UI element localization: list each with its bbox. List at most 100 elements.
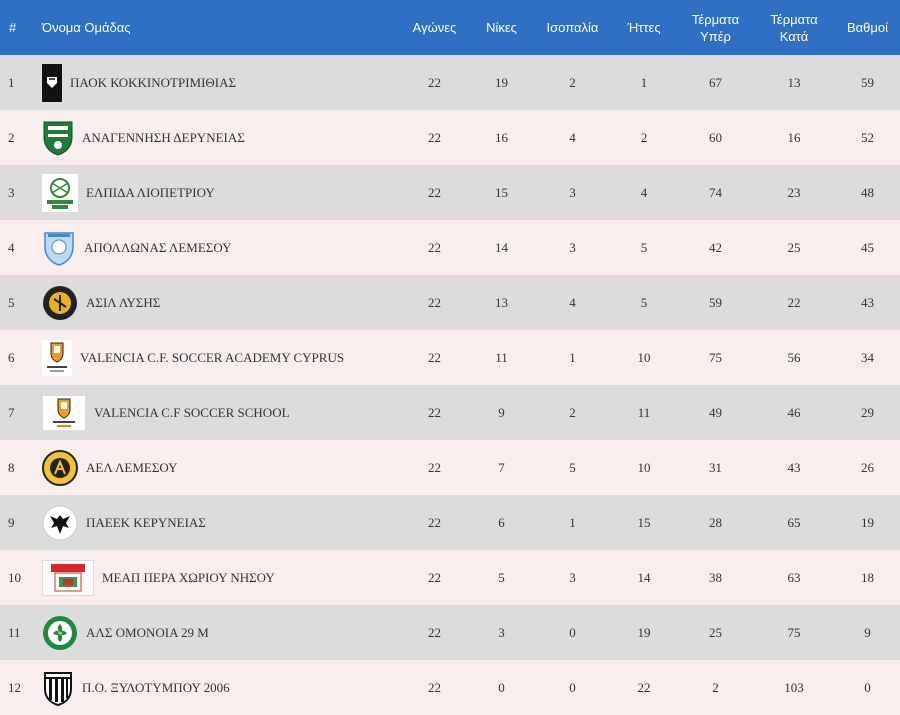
cell-team[interactable]: ΕΛΠΙΔΑ ΛΙΟΠΕΤΡΙΟΥ <box>36 165 401 220</box>
team-name[interactable]: ΑΕΛ ΛΕΜΕΣΟΥ <box>86 459 178 475</box>
cell-team[interactable]: ΑΕΛ ΛΕΜΕΣΟΥ <box>36 440 401 495</box>
header-goals-against-line2: Κατά <box>779 28 809 44</box>
table-row[interactable]: 10 ΜΕΑΠ ΠΕΡΑ ΧΩΡΙΟΥ ΝΗΣΟΥ 22 5 3 14 38 63 18 <box>0 550 900 605</box>
cell-losses: 22 <box>637 679 651 695</box>
cell-played: 22 <box>428 569 441 585</box>
cell-goals-against: 46 <box>787 404 801 420</box>
cell-losses: 10 <box>637 459 651 475</box>
team-name[interactable]: ΜΕΑΠ ΠΕΡΑ ΧΩΡΙΟΥ ΝΗΣΟΥ <box>102 569 275 585</box>
cell-losses: 10 <box>637 349 651 365</box>
cell-draws: 2 <box>569 404 576 420</box>
header-played[interactable]: Αγώνες <box>412 20 457 35</box>
cell-goals-against: 63 <box>787 569 801 585</box>
cell-goals-for: 25 <box>709 624 722 640</box>
header-goals-for-line2: Υπέρ <box>700 28 731 44</box>
cell-goals-for: 28 <box>709 514 722 530</box>
elpida-logo <box>42 173 78 212</box>
anagennisi-logo <box>42 119 74 157</box>
team-name[interactable]: ΑΠΟΛΛΩΝΑΣ ΛΕΜΕΣΟΥ <box>84 239 232 255</box>
table-row[interactable]: 7 VALENCIA C.F SOCCER SCHOOL 22 9 2 11 49 46 29 <box>0 385 900 440</box>
cell-wins: 11 <box>495 349 508 365</box>
cell-wins: 0 <box>498 679 505 695</box>
cell-losses: 2 <box>640 129 648 145</box>
cell-played: 22 <box>428 184 441 200</box>
cell-team[interactable]: ΜΕΑΠ ΠΕΡΑ ΧΩΡΙΟΥ ΝΗΣΟΥ <box>36 550 401 605</box>
cell-goals-for: 42 <box>709 239 722 255</box>
cell-pos: 6 <box>8 349 15 365</box>
cell-team[interactable]: Π.Ο. ΞΥΛΟΤΥΜΠΟΥ 2006 <box>36 660 401 715</box>
header-draws[interactable]: Ισοπαλία <box>546 20 599 35</box>
team-name[interactable]: ΑΛΣ ΟΜΟΝΟΙΑ 29 Μ <box>86 624 209 640</box>
cell-losses: 5 <box>640 294 648 310</box>
cell-team[interactable]: ΑΠΟΛΛΩΝΑΣ ΛΕΜΕΣΟΥ <box>36 220 401 275</box>
cell-team[interactable]: ΠΑΟΚ ΚΟΚΚΙΝΟΤΡΙΜΙΘΙΑΣ <box>36 55 401 110</box>
cell-points: 0 <box>864 679 871 695</box>
header-points[interactable]: Βαθμοί <box>846 20 889 35</box>
table-row[interactable]: 6 VALENCIA C.F. SOCCER ACADEMY CYPRUS 22 11… <box>0 330 900 385</box>
cell-team[interactable]: ΑΝΑΓΕΝΝΗΣΗ ΔΕΡΥΝΕΙΑΣ <box>36 110 401 165</box>
cell-goals-for: 60 <box>709 129 722 145</box>
cell-goals-for: 2 <box>712 679 719 695</box>
cell-team[interactable]: ΑΣΙΛ ΛΥΣΗΣ <box>36 275 401 330</box>
team-name[interactable]: ΑΝΑΓΕΝΝΗΣΗ ΔΕΡΥΝΕΙΑΣ <box>82 129 245 145</box>
cell-team[interactable]: VALENCIA C.F. SOCCER ACADEMY CYPRUS <box>36 330 401 385</box>
header-pos[interactable]: # <box>9 20 17 35</box>
cell-goals-for: 38 <box>709 569 722 585</box>
table-row[interactable]: 11 ΑΛΣ ΟΜΟΝΟΙΑ 29 Μ 22 3 0 19 25 75 9 <box>0 605 900 660</box>
table-row[interactable]: 8 ΑΕΛ ΛΕΜΕΣΟΥ 22 7 5 10 31 43 26 <box>0 440 900 495</box>
valencia-academy-logo <box>42 339 72 376</box>
header-wins[interactable]: Νίκες <box>486 20 517 35</box>
cell-wins: 3 <box>498 624 505 640</box>
cell-wins: 16 <box>495 129 508 145</box>
cell-goals-for: 31 <box>709 459 722 475</box>
team-name[interactable]: ΠΑΟΚ ΚΟΚΚΙΝΟΤΡΙΜΙΘΙΑΣ <box>70 74 237 90</box>
apollon-logo <box>42 229 76 267</box>
cell-team[interactable]: VALENCIA C.F SOCCER SCHOOL <box>36 385 401 440</box>
cell-pos: 5 <box>8 294 15 310</box>
team-name[interactable]: VALENCIA C.F SOCCER SCHOOL <box>94 404 290 420</box>
cell-wins: 19 <box>495 74 508 90</box>
cell-goals-against: 103 <box>784 679 804 695</box>
header-goals-against-line1: Τέρματα <box>770 11 818 27</box>
cell-team[interactable]: ΠΑΕΕΚ ΚΕΡΥΝΕΙΑΣ <box>36 495 401 550</box>
cell-wins: 13 <box>495 294 508 310</box>
header-goals-against[interactable]: Τέρματα Κατά <box>753 0 835 55</box>
cell-points: 19 <box>861 514 874 530</box>
cell-goals-against: 25 <box>787 239 801 255</box>
cell-draws: 4 <box>569 294 576 310</box>
table-row[interactable]: 12 Π.Ο. ΞΥΛΟΤΥΜΠΟΥ 2006 22 0 0 22 2 103 0 <box>0 660 900 715</box>
table-row[interactable]: 4 ΑΠΟΛΛΩΝΑΣ ΛΕΜΕΣΟΥ 22 14 3 5 42 25 45 <box>0 220 900 275</box>
header-goals-for[interactable]: Τέρματα Υπέρ <box>678 0 753 55</box>
cell-points: 26 <box>861 459 874 475</box>
cell-draws: 3 <box>569 569 576 585</box>
team-name[interactable]: ΑΣΙΛ ΛΥΣΗΣ <box>86 294 161 310</box>
cell-draws: 5 <box>569 459 576 475</box>
cell-pos: 3 <box>8 184 15 200</box>
cell-pos: 11 <box>8 624 21 640</box>
cell-team[interactable]: ΑΛΣ ΟΜΟΝΟΙΑ 29 Μ <box>36 605 401 660</box>
team-name[interactable]: VALENCIA C.F. SOCCER ACADEMY CYPRUS <box>80 349 345 365</box>
cell-goals-against: 43 <box>787 459 801 475</box>
team-name[interactable]: ΕΛΠΙΔΑ ΛΙΟΠΕΤΡΙΟΥ <box>86 184 215 200</box>
table-row[interactable]: 9 ΠΑΕΕΚ ΚΕΡΥΝΕΙΑΣ 22 6 1 15 28 65 19 <box>0 495 900 550</box>
omonoia-logo <box>42 615 78 651</box>
cell-losses: 11 <box>637 404 651 420</box>
cell-losses: 14 <box>637 569 651 585</box>
cell-played: 22 <box>428 294 441 310</box>
table-row[interactable]: 2 ΑΝΑΓΕΝΝΗΣΗ ΔΕΡΥΝΕΙΑΣ 22 16 4 2 60 16 52 <box>0 110 900 165</box>
table-row[interactable]: 5 ΑΣΙΛ ΛΥΣΗΣ 22 13 4 5 59 22 43 <box>0 275 900 330</box>
team-name[interactable]: Π.Ο. ΞΥΛΟΤΥΜΠΟΥ 2006 <box>82 679 230 695</box>
cell-goals-for: 59 <box>709 294 722 310</box>
header-team[interactable]: Όνομα Ομάδας <box>42 20 131 35</box>
table-row[interactable]: 1 ΠΑΟΚ ΚΟΚΚΙΝΟΤΡΙΜΙΘΙΑΣ 22 19 2 1 67 13 59 <box>0 55 900 110</box>
cell-played: 22 <box>428 404 441 420</box>
asil-logo <box>42 285 78 321</box>
header-losses[interactable]: Ήττες <box>627 20 661 35</box>
table-row[interactable]: 3 ΕΛΠΙΔΑ ΛΙΟΠΕΤΡΙΟΥ 22 15 3 4 74 23 48 <box>0 165 900 220</box>
cell-draws: 2 <box>569 74 576 90</box>
cell-pos: 7 <box>8 404 15 420</box>
team-name[interactable]: ΠΑΕΕΚ ΚΕΡΥΝΕΙΑΣ <box>86 514 206 530</box>
cell-goals-against: 56 <box>787 349 801 365</box>
cell-played: 22 <box>428 74 441 90</box>
